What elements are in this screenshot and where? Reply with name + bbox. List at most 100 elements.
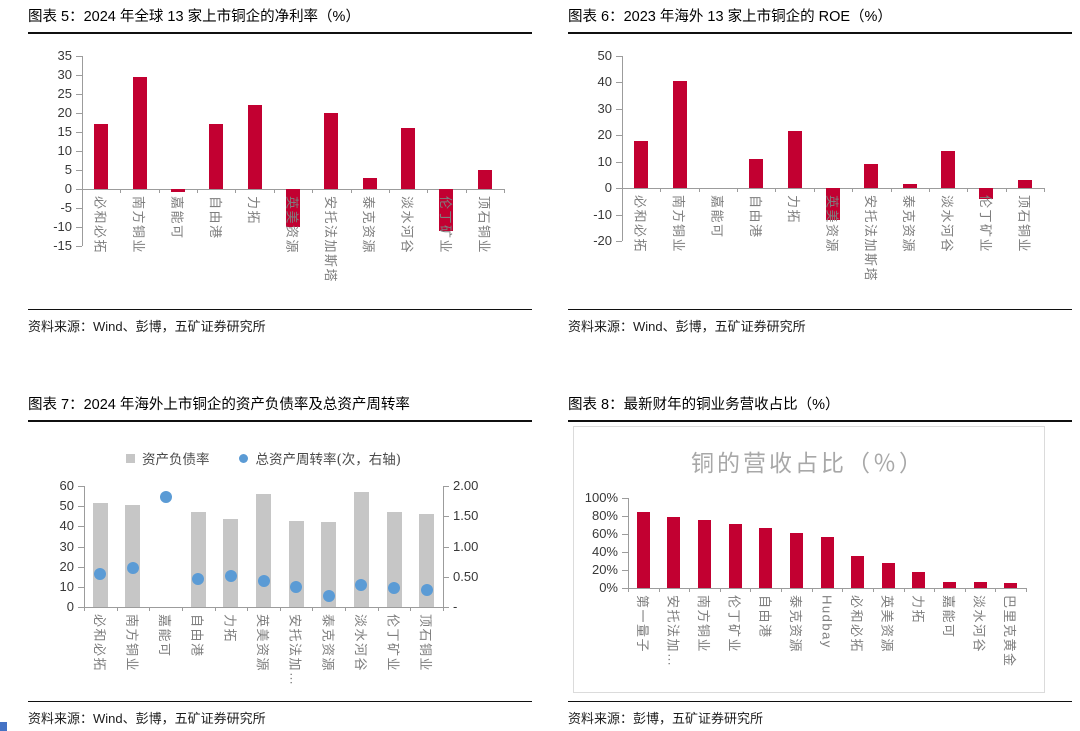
- bar: [851, 555, 865, 588]
- y-tick-label: 25: [57, 86, 72, 101]
- y-axis-line: [84, 486, 85, 607]
- category-label: 力拓: [246, 196, 262, 226]
- x-tick-mark: [388, 189, 390, 193]
- category-axis-line: [84, 607, 443, 608]
- data-point-dot: [355, 579, 368, 592]
- category-label: 巴里克黄金: [1002, 595, 1018, 668]
- category-label: 伦丁矿业: [977, 195, 993, 254]
- category-label: 英美资源: [824, 195, 840, 254]
- category-label: 必和必拓: [849, 595, 865, 654]
- y-tick-label: 40: [597, 74, 612, 90]
- bar: [256, 494, 271, 607]
- title-divider: [28, 420, 532, 422]
- y-tick-label: 20%: [591, 562, 618, 577]
- x-tick-mark: [750, 588, 752, 592]
- y-tick-mark: [622, 516, 628, 517]
- bar: [973, 581, 987, 588]
- category-label: 淡水河谷: [352, 614, 368, 673]
- y-tick-mark: [616, 188, 622, 190]
- y-tick-mark: [616, 161, 622, 163]
- x-tick-mark: [1026, 588, 1027, 592]
- figure-8-title: 图表 8：最新财年的铜业务营收占比（%）: [568, 397, 840, 413]
- category-label: 南方铜业: [671, 195, 687, 254]
- y-tick-label: 40: [59, 518, 74, 534]
- bar: [826, 188, 840, 220]
- x-tick-mark: [181, 607, 183, 611]
- y-tick-mark: [78, 546, 84, 548]
- y-tick-label: -15: [53, 238, 72, 253]
- y-tick-label: 20: [59, 558, 74, 574]
- x-tick-mark: [312, 607, 314, 611]
- category-label: 泰克资源: [787, 595, 803, 654]
- y-tick-label: -5: [60, 200, 72, 215]
- bar: [902, 184, 917, 189]
- bar: [94, 124, 109, 189]
- x-tick-mark: [82, 189, 83, 193]
- x-tick-mark: [443, 607, 444, 611]
- data-point-dot: [290, 581, 303, 594]
- y-tick-mark: [616, 56, 622, 57]
- legend-item: 资产负债率: [125, 448, 209, 468]
- bar: [941, 151, 956, 189]
- y-tick-label: 0%: [599, 580, 618, 595]
- y-tick-label: -20: [593, 233, 612, 248]
- bar: [223, 519, 239, 607]
- data-point-dot: [322, 590, 335, 603]
- y-tick-label: 5: [64, 162, 72, 177]
- source-divider: [568, 309, 1072, 310]
- y-tick-label: 50: [597, 48, 612, 63]
- bar: [942, 581, 956, 588]
- y-tick-label: 0: [64, 181, 72, 196]
- x-tick-mark: [427, 189, 429, 193]
- bar: [247, 105, 262, 189]
- x-tick-mark: [890, 188, 892, 193]
- category-label: 力拓: [786, 195, 802, 225]
- y-tick-mark: [622, 588, 628, 589]
- category-label: 英美资源: [255, 614, 270, 673]
- category-label: 南方铜业: [131, 196, 147, 255]
- bar: [324, 113, 339, 189]
- category-label: 力拓: [222, 614, 238, 644]
- bar: [728, 524, 742, 588]
- y-tick-label: 0: [604, 180, 612, 196]
- x-tick-mark: [842, 588, 844, 592]
- category-label: 安托法加斯塔: [322, 196, 338, 284]
- category-label: 淡水河谷: [971, 595, 987, 654]
- category-label: 必和必拓: [91, 614, 107, 673]
- y-tick-label: 20: [57, 105, 72, 120]
- y-tick-mark: [76, 170, 82, 171]
- figure-6-title: 图表 6：2023 年海外 13 家上市铜企的 ROE（%）: [568, 9, 892, 25]
- category-label: 自由港: [207, 196, 223, 240]
- y-tick-mark: [76, 246, 82, 247]
- category-label: 南方铜业: [124, 614, 140, 673]
- bar: [912, 571, 926, 588]
- source-divider: [28, 309, 532, 310]
- category-axis-line: [628, 588, 1026, 589]
- x-tick-mark: [149, 607, 151, 611]
- bar: [401, 128, 416, 189]
- data-point-dot: [257, 574, 270, 587]
- bar: [672, 81, 687, 189]
- y-axis-line: [628, 498, 629, 588]
- figure-5-source: 资料来源：Wind、彭博，五矿证券研究所: [28, 319, 266, 334]
- y-tick-mark: [76, 113, 82, 114]
- bar: [209, 124, 224, 189]
- title-divider: [568, 32, 1072, 34]
- bar: [362, 177, 377, 189]
- x-tick-mark: [235, 189, 237, 193]
- category-label: 必和必拓: [92, 196, 108, 255]
- bar: [787, 131, 802, 189]
- y-tick-mark: [616, 82, 622, 84]
- bar: [667, 516, 681, 588]
- x-tick-mark: [345, 607, 347, 611]
- chart-inner-title: 铜的营收占比（％）: [691, 451, 925, 477]
- y-tick-label: 20: [597, 127, 612, 143]
- legend-label: 总资产周转率(次，右轴): [255, 452, 402, 468]
- y-tick-mark: [616, 135, 622, 137]
- data-point-dot: [126, 562, 139, 575]
- x-tick-mark: [628, 588, 629, 592]
- category-label: 顶石铜业: [418, 614, 434, 673]
- y-tick-label: -10: [593, 206, 612, 222]
- bar: [353, 492, 369, 607]
- y-tick-mark: [616, 241, 622, 242]
